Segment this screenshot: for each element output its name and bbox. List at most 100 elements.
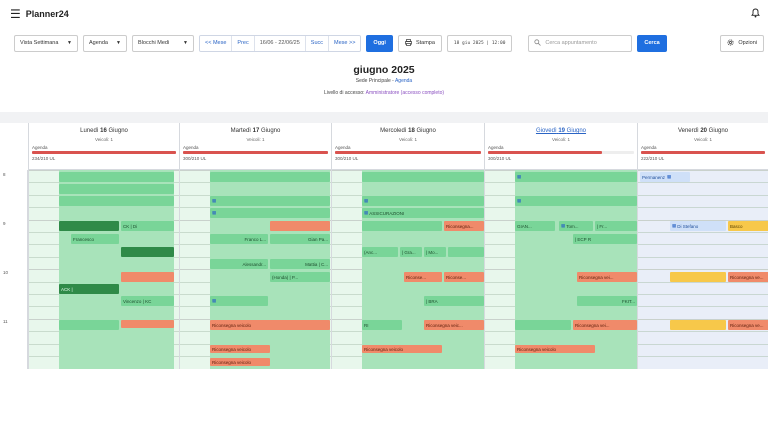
day-number: 17 [252, 128, 260, 134]
search-button[interactable]: Cerca [637, 34, 667, 52]
day-name[interactable]: Venerdì 20 Giugno [638, 128, 768, 134]
appointment-block[interactable]: Riconsegna veicolo [210, 345, 270, 353]
next-button[interactable]: Succ [305, 35, 330, 51]
appointment-block[interactable] [121, 247, 174, 257]
datetime-field[interactable]: 18 giu 2025 | 12:00 [446, 34, 513, 52]
search-input[interactable]: Cerca appuntamento [528, 34, 633, 52]
appointment-block[interactable]: | BRA [424, 296, 484, 306]
appointment-block[interactable]: FKIT... [577, 296, 637, 306]
appointment-block[interactable]: Riconsegna veicolo [515, 345, 595, 353]
appointment-block[interactable]: (Anc... [362, 247, 398, 257]
day-number: 19 [558, 128, 565, 134]
car-icon: ▩ [212, 198, 217, 203]
appointment-block[interactable] [59, 172, 174, 182]
day-vehicles: Veicoli: 1 [398, 137, 417, 142]
appointment-block[interactable] [362, 172, 484, 182]
today-button[interactable]: Oggi [366, 34, 393, 52]
appointment-block[interactable]: ▩ [210, 296, 268, 306]
appointment-block[interactable]: Riconsegna veicolo [210, 358, 270, 366]
appointment-block[interactable]: ▩ ASSICURAZIONI [362, 208, 484, 218]
day-agenda-label: Agenda [641, 145, 657, 150]
options-button[interactable]: Opzioni [720, 34, 764, 52]
appointment-block[interactable]: ▩ [210, 208, 330, 218]
appointment-block[interactable] [121, 320, 174, 328]
day-month: Giugno [261, 128, 281, 134]
appointment-label: Riconsegna veicolo [212, 346, 252, 352]
appointment-block[interactable]: Alessandr... [210, 259, 268, 269]
appointment-block[interactable]: Riconsegna veicolo [362, 345, 442, 353]
appointment-block[interactable]: Riconsegna ve... [728, 272, 768, 282]
gear-icon [727, 38, 734, 48]
appointment-label: RI [364, 322, 369, 328]
blocks-select[interactable]: Blocchi Medi ▼ [132, 34, 194, 52]
capacity-bar [335, 151, 481, 154]
view-select-value: Vista Settimana [20, 40, 59, 46]
slot-line [638, 281, 768, 283]
agenda-select[interactable]: Agenda ▼ [83, 34, 127, 52]
appointment-block[interactable]: Riconse... [404, 272, 442, 282]
appointment-block[interactable]: | Mo... [424, 247, 446, 257]
day-name[interactable]: Giovedì 19 Giugno [485, 128, 637, 134]
agenda-link[interactable]: Agenda [394, 78, 413, 84]
appointment-block[interactable]: Franco L... [210, 234, 268, 244]
bell-icon[interactable] [751, 8, 760, 21]
day-header: Lunedì 16 Giugno Veicoli: 1 Agenda 234/2… [29, 123, 179, 170]
appointment-block[interactable]: (Honda) | P... [270, 272, 330, 282]
appointment-block[interactable]: Riconsegna vei... [577, 272, 637, 282]
appointment-label: Riconse... [446, 274, 467, 280]
day-name[interactable]: Mercoledì 18 Giugno [332, 128, 484, 134]
appointment-block[interactable] [515, 320, 571, 330]
day-column-tue: Martedì 17 Giugno Veicoli: 1 Agenda 300/… [179, 123, 331, 369]
appointment-block[interactable] [59, 221, 119, 231]
appointment-block[interactable] [121, 272, 174, 282]
appointment-block[interactable]: ▩ Tom... [559, 221, 593, 231]
hour-label: 11 [3, 319, 8, 324]
appointment-block[interactable]: Basco [728, 221, 768, 231]
appointment-block[interactable] [59, 184, 174, 194]
appointment-block[interactable]: ▩ [515, 196, 637, 206]
appointment-block[interactable]: Francesco [71, 234, 119, 244]
appointment-block[interactable]: Riconse... [444, 272, 484, 282]
appointment-block[interactable]: Riconsegna veicolo [210, 320, 330, 330]
appointment-block[interactable]: Gian Pa... [270, 234, 330, 244]
appointment-block[interactable]: ACK | [59, 284, 119, 294]
app-header: ☰ Planner24 [0, 0, 768, 28]
appointment-block[interactable]: ▩ Di Stefano [670, 221, 726, 231]
appointment-block[interactable]: Riconsegna... [444, 221, 484, 231]
prev-button[interactable]: Prec [232, 35, 255, 51]
day-name[interactable]: Lunedì 16 Giugno [29, 128, 179, 134]
appointment-block[interactable]: | ECP R [573, 234, 637, 244]
appointment-block[interactable]: Riconsegna veic... [424, 320, 484, 330]
week-calendar: 8 9 10 11 Lunedì 16 Giugno Veicoli: 1 Ag… [0, 123, 768, 369]
prev-month-button[interactable]: << Mese [200, 35, 233, 51]
appointment-block[interactable]: Vincenzo | KC [121, 296, 174, 306]
slot-line [638, 356, 768, 357]
appointment-block[interactable] [362, 221, 442, 231]
appointment-block[interactable] [59, 196, 174, 206]
appointment-block[interactable]: Riconsegna ve... [728, 320, 768, 330]
capacity-fill [641, 151, 765, 154]
appointment-block[interactable] [670, 320, 726, 330]
appointment-block[interactable] [59, 320, 119, 330]
day-name[interactable]: Martedì 17 Giugno [180, 128, 331, 134]
appointment-block[interactable]: GIAN... [515, 221, 555, 231]
appointment-block[interactable] [448, 247, 484, 257]
appointment-block[interactable]: ▩ [210, 196, 330, 206]
appointment-block[interactable]: RI [362, 320, 402, 330]
appointment-block[interactable]: Permanenz ▩ [640, 172, 690, 182]
menu-icon[interactable]: ☰ [10, 7, 21, 21]
appointment-block[interactable]: | Gra... [400, 247, 422, 257]
appointment-block[interactable]: Mattia | C... [270, 259, 330, 269]
appointment-block[interactable] [270, 221, 330, 231]
appointment-block[interactable]: ▩ [515, 172, 637, 182]
chevron-down-icon: ▼ [183, 40, 188, 46]
appointment-block[interactable]: Riconsegna vei... [573, 320, 637, 330]
view-select[interactable]: Vista Settimana ▼ [14, 34, 78, 52]
appointment-block[interactable] [670, 272, 726, 282]
print-button[interactable]: Stampa [397, 34, 442, 52]
appointment-block[interactable]: | Fr... [595, 221, 637, 231]
next-month-button[interactable]: Mese >> [329, 35, 361, 51]
appointment-block[interactable]: ▩ [362, 196, 484, 206]
appointment-block[interactable] [210, 172, 330, 182]
appointment-block[interactable]: CK | Di [121, 221, 174, 231]
